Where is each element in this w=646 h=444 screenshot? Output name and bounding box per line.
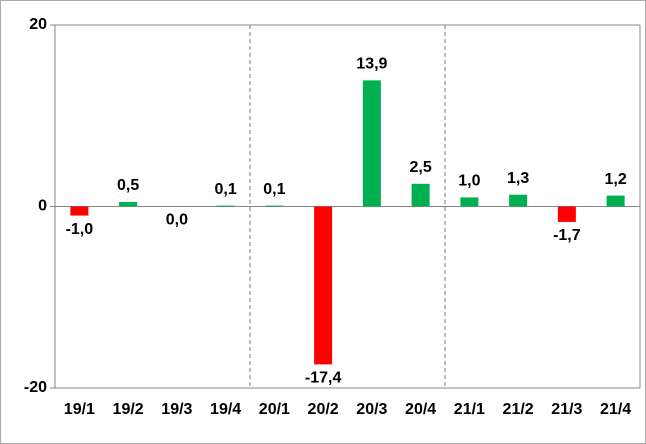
bar	[216, 205, 235, 207]
bar	[557, 206, 576, 222]
data-label: 0,1	[263, 181, 285, 198]
x-tick-label: 19/3	[161, 401, 192, 418]
bar	[460, 197, 479, 207]
data-label: -17,4	[305, 370, 342, 387]
bar	[70, 206, 89, 216]
data-label: 1,0	[458, 173, 480, 190]
y-tick-label: -20	[24, 379, 47, 396]
x-tick-label: 21/2	[503, 401, 534, 418]
x-tick-label: 20/1	[259, 401, 290, 418]
bar	[411, 183, 430, 207]
x-tick-label: 20/4	[405, 401, 436, 418]
bar	[119, 201, 138, 207]
bar	[314, 206, 333, 365]
x-tick-label: 19/4	[210, 401, 241, 418]
data-label: 1,2	[605, 171, 627, 188]
y-tick-label: 0	[38, 198, 47, 215]
y-tick-label: 20	[29, 16, 47, 33]
x-tick-label: 20/3	[356, 401, 387, 418]
data-label: 0,5	[117, 177, 139, 194]
data-label: -1,0	[66, 221, 94, 238]
data-label: 13,9	[356, 56, 387, 73]
bar	[606, 195, 625, 207]
data-label: -1,7	[553, 227, 581, 244]
x-tick-label: 21/4	[600, 401, 631, 418]
x-tick-label: 21/3	[551, 401, 582, 418]
data-label: 1,3	[507, 170, 529, 187]
bar	[509, 194, 528, 207]
bar	[362, 80, 381, 207]
x-tick-label: 19/2	[113, 401, 144, 418]
data-label: 0,1	[215, 181, 237, 198]
bar	[265, 205, 284, 207]
data-label: 2,5	[410, 159, 432, 176]
x-tick-label: 20/2	[308, 401, 339, 418]
x-tick-label: 21/1	[454, 401, 485, 418]
x-tick-label: 19/1	[64, 401, 95, 418]
data-label: 0,0	[166, 212, 188, 229]
